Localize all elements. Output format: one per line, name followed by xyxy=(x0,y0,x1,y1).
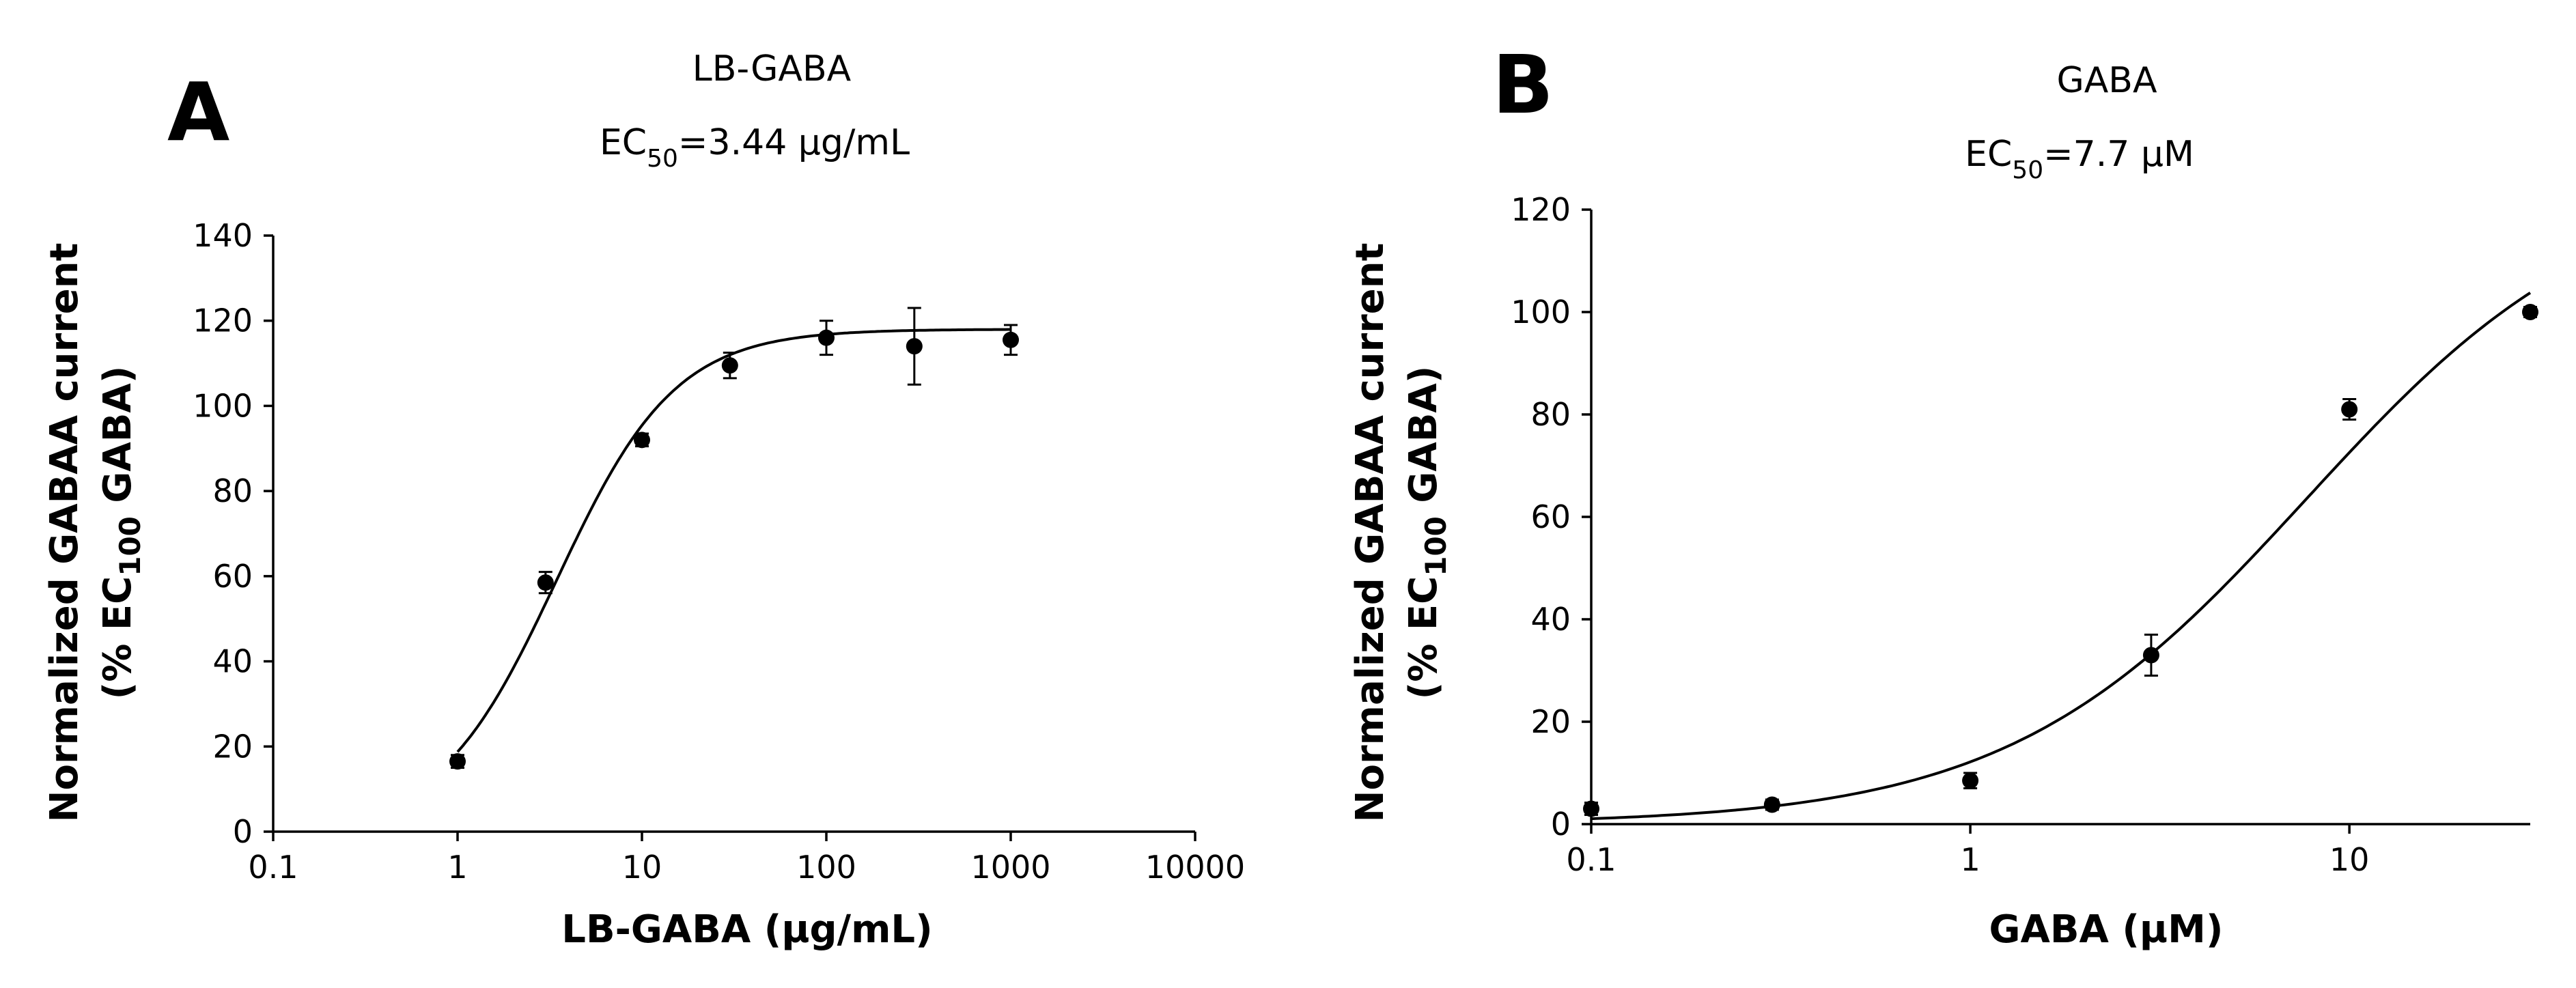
data-point xyxy=(2522,304,2538,320)
data-point xyxy=(721,357,738,374)
data-point xyxy=(2142,647,2159,664)
data-point xyxy=(906,338,923,355)
fit-curve xyxy=(456,328,1011,753)
y-axis-title-prefix: (% EC xyxy=(1401,576,1446,700)
data-point xyxy=(1583,800,1599,817)
y-tick-label: 120 xyxy=(193,302,253,339)
y-tick-label: 40 xyxy=(1530,601,1571,638)
x-tick-label: 0.1 xyxy=(1566,841,1616,878)
data-point xyxy=(449,753,466,770)
y-tick-label: 20 xyxy=(212,728,253,765)
y-axis-title-suffix: GABA) xyxy=(1401,366,1446,516)
y-axis-title-suffix: GABA) xyxy=(96,366,140,516)
y-tick-label: 140 xyxy=(193,217,253,254)
y-tick-label: 80 xyxy=(1530,396,1571,433)
y-axis-title-line2: (% EC100 GABA) xyxy=(1401,366,1453,700)
y-axis-title-line1: Normalized GABAA current xyxy=(1348,243,1392,823)
x-tick-label: 0.1 xyxy=(248,849,298,886)
chart-title: LB-GABA xyxy=(692,48,852,89)
y-tick-label: 40 xyxy=(212,643,253,680)
ec50-prefix: EC xyxy=(1965,134,2012,175)
data-point xyxy=(1962,772,1979,789)
data-point xyxy=(1003,331,1019,348)
x-tick-label: 1 xyxy=(447,849,467,886)
fit-curve xyxy=(1591,292,2532,821)
panel-b-chart: B GABA EC50=7.7 µM Normalized GABAA curr… xyxy=(1348,38,2538,952)
data-point xyxy=(537,574,554,591)
y-tick-label: 100 xyxy=(193,387,253,424)
chart-title: GABA xyxy=(2056,60,2157,101)
y-tick-label: 80 xyxy=(212,472,253,509)
ec50-prefix: EC xyxy=(600,122,647,163)
ec50-value: =3.44 µg/mL xyxy=(678,122,910,163)
y-tick-label: 20 xyxy=(1530,703,1571,740)
ec50-annotation: EC50=7.7 µM xyxy=(1965,134,2194,184)
ec50-annotation: EC50=3.44 µg/mL xyxy=(600,122,910,173)
y-axis-title-subscript: 100 xyxy=(1419,516,1453,576)
data-point xyxy=(818,329,835,346)
x-tick-label: 1 xyxy=(1960,841,1980,878)
x-tick-label: 100 xyxy=(796,849,856,886)
ec50-subscript: 50 xyxy=(2012,156,2043,184)
y-axis-title-subscript: 100 xyxy=(113,516,147,576)
y-tick-label: 0 xyxy=(233,813,253,850)
y-tick-label: 100 xyxy=(1511,294,1571,330)
y-tick-label: 60 xyxy=(212,558,253,595)
y-axis-title-line2: (% EC100 GABA) xyxy=(96,366,147,700)
panel-letter: A xyxy=(167,65,229,159)
x-tick-label: 10000 xyxy=(1145,849,1245,886)
x-tick-label: 10 xyxy=(2329,841,2370,878)
data-point xyxy=(2341,401,2358,418)
y-tick-label: 60 xyxy=(1530,498,1571,535)
y-axis-title-prefix: (% EC xyxy=(96,576,140,700)
y-axis-title-line1: Normalized GABAA current xyxy=(42,243,87,823)
data-point xyxy=(634,432,650,449)
x-tick-label: 1000 xyxy=(970,849,1050,886)
x-tick-label: 10 xyxy=(622,849,662,886)
data-point xyxy=(1763,796,1780,813)
x-axis-title: LB-GABA (µg/mL) xyxy=(561,907,932,952)
ec50-value: =7.7 µM xyxy=(2043,134,2194,175)
y-axis-title: Normalized GABAA current (% EC100 GABA) xyxy=(1348,243,1453,823)
y-tick-label: 0 xyxy=(1551,806,1571,843)
panel-a-chart: A LB-GABA EC50=3.44 µg/mL Normalized GAB… xyxy=(42,48,1245,952)
y-axis-title: Normalized GABAA current (% EC100 GABA) xyxy=(42,243,147,823)
y-tick-label: 120 xyxy=(1511,191,1571,228)
ec50-subscript: 50 xyxy=(647,145,678,173)
x-axis-title: GABA (µM) xyxy=(1989,907,2224,952)
panel-letter: B xyxy=(1492,38,1554,132)
